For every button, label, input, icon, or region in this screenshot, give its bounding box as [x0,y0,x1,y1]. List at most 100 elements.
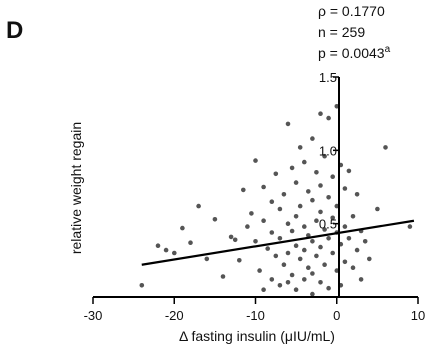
data-point [293,243,299,248]
data-point [302,277,307,282]
stat-rho: ρ = 0.1770 [318,3,385,19]
data-point [273,253,279,259]
panel-label: D [6,17,23,44]
data-point [261,287,266,293]
data-point [346,236,352,241]
data-point [241,187,246,193]
x-axis-label: Δ fasting insulin (μIU/mL) [179,328,335,344]
stat-p-value: p = 0.0043 [318,45,385,61]
data-point [281,262,287,268]
data-point [245,224,250,229]
data-point [354,192,360,197]
data-point [220,274,226,279]
data-point [318,111,323,116]
data-point [330,215,336,221]
data-point [285,221,291,226]
data-point [314,218,319,223]
data-point [354,247,360,253]
data-point [172,250,177,256]
data-point [257,268,262,273]
x-tick-label: 10 [411,308,425,323]
data-point [155,243,161,248]
data-point [281,192,287,197]
data-point [314,170,319,175]
data-point [269,277,275,282]
data-point [310,271,315,276]
y-tick-label: 0.5 [319,217,337,232]
y-tick-label: 1.5 [319,70,337,85]
data-point [249,211,254,216]
x-axis-ticks: -30 -20 -10 0 10 [84,297,425,323]
data-point [228,234,234,240]
data-point [302,247,307,253]
data-point [322,227,327,232]
data-point [306,189,311,194]
data-points [139,104,413,297]
data-point [204,256,210,262]
data-point [326,195,331,200]
data-point [346,168,352,174]
x-tick-label: 0 [333,308,340,323]
data-point [196,203,201,209]
data-point [293,180,299,185]
data-point [306,265,311,271]
data-point [293,214,299,219]
data-point [297,203,303,209]
data-point [350,265,356,271]
data-point [289,272,295,278]
data-point [302,224,307,229]
data-point [330,174,336,179]
data-point [383,145,388,150]
data-point [326,115,331,121]
data-point [342,224,348,229]
data-point [350,214,356,219]
data-point [342,186,348,191]
data-point [314,253,319,259]
data-point [334,268,340,273]
data-point [277,236,283,241]
data-point [232,237,238,243]
data-point [285,250,291,256]
data-point [326,285,331,291]
data-point [318,244,323,250]
data-point [318,280,323,285]
regression-line [141,219,415,266]
data-point [269,230,275,235]
data-point [285,280,291,285]
data-point [297,256,303,262]
y-axis-ticks: 0.5 1.0 1.5 [319,70,339,232]
data-point [285,121,291,127]
data-point [180,225,185,231]
data-point [261,184,266,190]
y-axis-label: relative weight regain [68,122,84,254]
data-point [261,218,266,223]
data-point [310,239,315,244]
data-point [407,224,413,229]
data-point [334,104,340,109]
data-point [310,136,315,141]
data-point [269,199,275,204]
data-point [322,262,327,268]
data-point [297,145,303,150]
data-point [265,246,271,251]
data-point [310,291,315,297]
stat-n: n = 259 [318,24,365,40]
x-tick-label: -10 [246,308,265,323]
data-point [293,287,299,293]
data-point [163,247,169,253]
data-point [367,256,372,262]
data-point [289,165,295,171]
y-tick-label: 1.0 [319,143,337,158]
data-point [253,158,258,163]
data-point [375,206,380,212]
data-point [188,240,193,245]
data-point [289,228,295,234]
data-point [310,197,315,203]
data-point [342,259,348,265]
data-point [277,206,283,212]
data-point [326,236,331,241]
data-point [302,159,307,165]
data-point [277,283,283,288]
data-point [330,250,336,256]
